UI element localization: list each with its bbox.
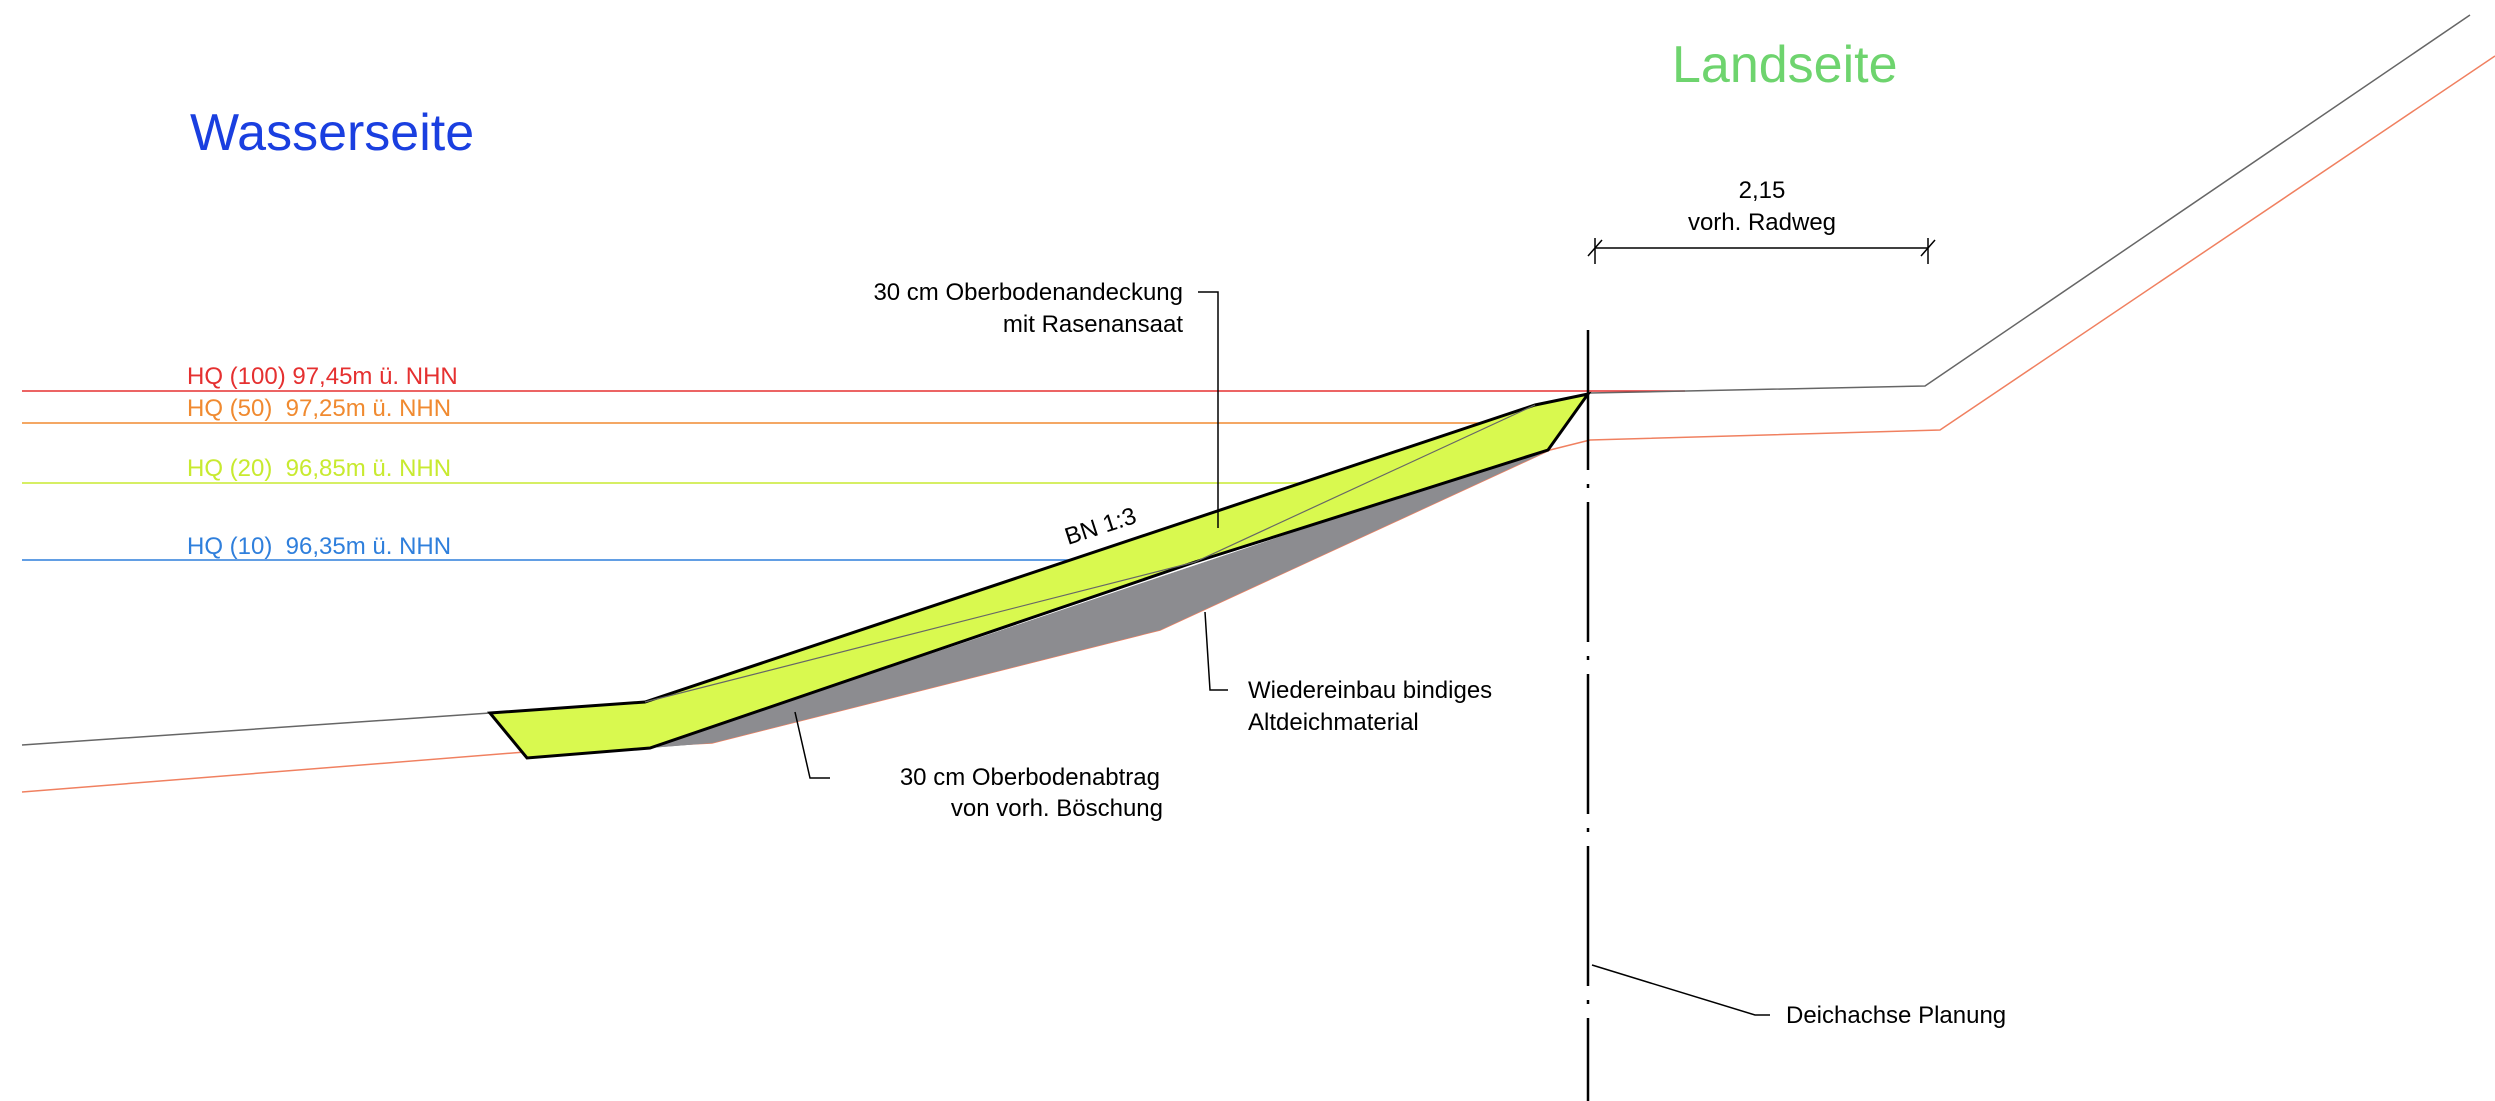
- topsoil-cover-label-line1: 30 cm Oberbodenandeckung: [873, 279, 1183, 306]
- reuse-label-line1: Wiedereinbau bindiges: [1248, 677, 1492, 704]
- inner-profile-line: [644, 404, 1536, 703]
- hq50-label: HQ (50) 97,25m ü. NHN: [187, 395, 451, 422]
- dimension-tick-right: [1920, 239, 1936, 257]
- reuse-label-line2: Altdeichmaterial: [1248, 709, 1419, 736]
- dike-axis-label: Deichachse Planung: [1786, 1002, 2006, 1029]
- topsoil-cover-label-line2: mit Rasenansaat: [1003, 311, 1183, 338]
- leader-topsoil-cover: [1198, 291, 1219, 528]
- hq100-label: HQ (100) 97,45m ü. NHN: [187, 363, 458, 390]
- land-side-heading: Landseite: [1672, 36, 1898, 94]
- leader-dike-axis: [1591, 964, 1770, 1016]
- old-dike-material-body: [650, 448, 1550, 748]
- water-side-heading: Wasserseite: [190, 104, 474, 162]
- leader-topsoil-removal: [794, 711, 830, 779]
- new-topsoil-layer: [486, 391, 1592, 760]
- topsoil-removal-label-line2: von vorh. Böschung: [951, 795, 1163, 822]
- topsoil-removal-label-line1: 30 cm Oberbodenabtrag: [900, 764, 1160, 791]
- dimension-tick-left: [1587, 239, 1603, 257]
- hq20-label: HQ (20) 96,85m ü. NHN: [187, 455, 451, 482]
- hq10-label: HQ (10) 96,35m ü. NHN: [187, 533, 451, 560]
- dimension-label: vorh. Radweg: [1688, 209, 1836, 236]
- leader-reuse-material: [1204, 611, 1228, 691]
- dimension-value: 2,15: [1739, 177, 1786, 204]
